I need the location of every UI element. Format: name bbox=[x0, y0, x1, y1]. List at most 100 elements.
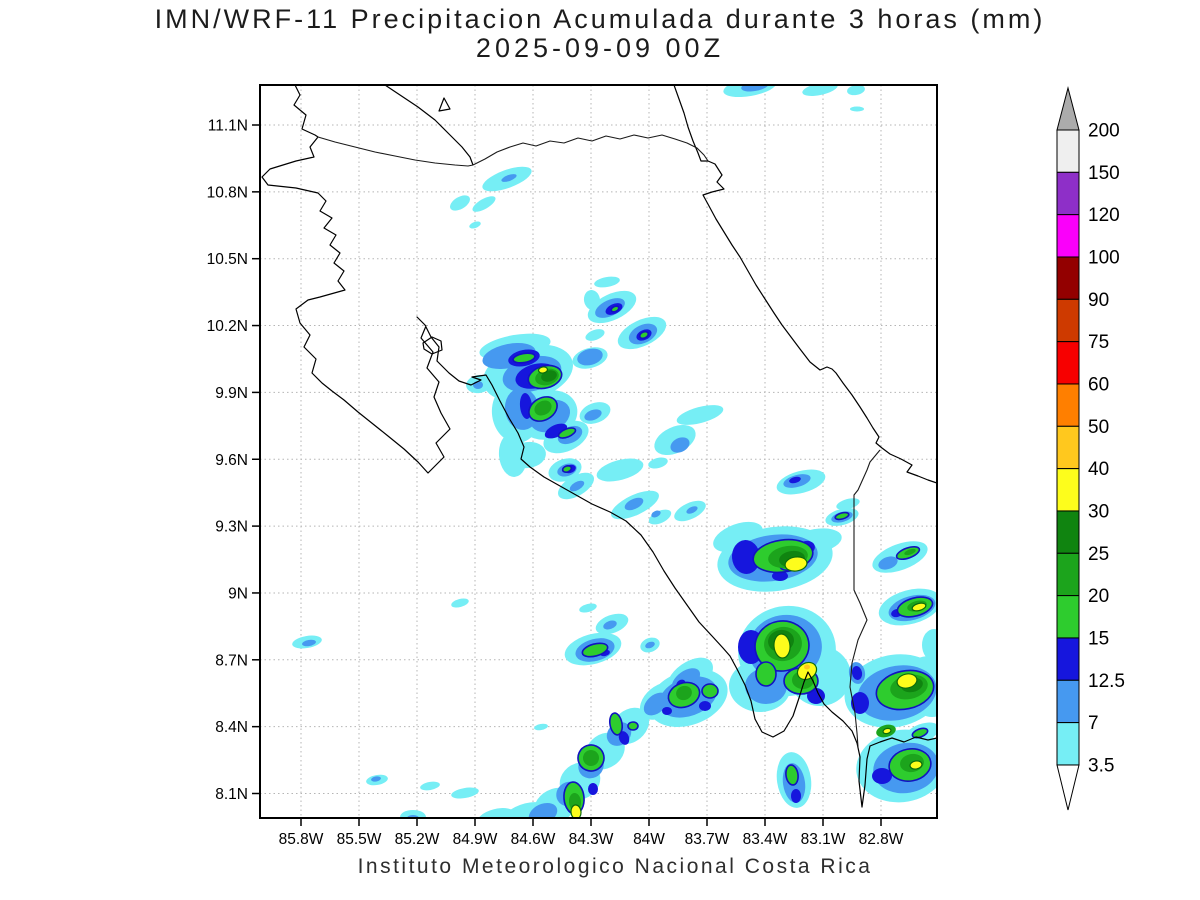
precip-cell bbox=[451, 598, 469, 608]
coastline-path bbox=[673, 85, 937, 484]
colorbar-segment bbox=[1056, 171, 1080, 216]
lon-tick-label: 83.1W bbox=[801, 831, 846, 848]
lat-tick-label: 10.5N bbox=[207, 251, 248, 268]
colorbar-segment bbox=[1056, 510, 1080, 554]
precip-cell bbox=[785, 764, 799, 786]
precip-cell bbox=[791, 789, 801, 803]
colorbar-tick-label: 120 bbox=[1088, 205, 1120, 226]
precip-cell bbox=[450, 195, 470, 211]
precip-cell bbox=[624, 497, 644, 511]
precip-cell bbox=[804, 664, 810, 670]
precip-cell bbox=[476, 808, 516, 818]
coastline-path bbox=[422, 336, 443, 355]
colorbar-tick-label: 200 bbox=[1088, 121, 1120, 142]
colorbar-segment bbox=[1056, 129, 1080, 173]
precip-cell bbox=[789, 476, 801, 484]
colorbar-tick-label: 7 bbox=[1088, 713, 1099, 734]
colorbar-tick-label: 100 bbox=[1088, 247, 1120, 268]
lon-tick-label: 83.7W bbox=[685, 831, 730, 848]
precip-cell bbox=[670, 437, 690, 453]
precip-cell bbox=[802, 85, 838, 96]
precip-cell bbox=[473, 381, 483, 389]
colorbar-tick-label: 15 bbox=[1088, 628, 1109, 649]
precip-cell bbox=[557, 427, 577, 439]
colorbar-segment bbox=[1056, 468, 1080, 512]
precip-cell bbox=[603, 620, 617, 630]
lat-tick-label: 8.7N bbox=[215, 652, 248, 669]
lat-tick-label: 8.1N bbox=[215, 786, 248, 803]
colorbar-segment bbox=[1056, 679, 1080, 724]
colorbar-segment bbox=[1056, 552, 1080, 597]
lat-tick-label: 9.3N bbox=[215, 519, 248, 536]
precip-cell bbox=[772, 571, 788, 581]
precip-cell bbox=[878, 556, 898, 570]
precip-cell bbox=[400, 810, 426, 818]
precip-cell bbox=[541, 370, 557, 382]
colorbar-tick-label: 40 bbox=[1088, 459, 1109, 480]
footer-credit: Instituto Meteorologico Nacional Costa R… bbox=[357, 855, 873, 878]
precipitation-field bbox=[292, 85, 937, 818]
lat-tick-label: 10.2N bbox=[207, 318, 248, 335]
colorbar-lower-arrow bbox=[1056, 764, 1080, 811]
precip-cell bbox=[911, 602, 927, 612]
precip-cell bbox=[469, 221, 481, 229]
lon-tick-label: 83.4W bbox=[743, 831, 788, 848]
coastline-path bbox=[384, 85, 474, 166]
precip-cell bbox=[847, 85, 865, 96]
precip-cell bbox=[585, 329, 605, 341]
precip-cell bbox=[904, 548, 916, 556]
lat-tick-label: 8.4N bbox=[215, 719, 248, 736]
lon-tick-label: 84.3W bbox=[569, 831, 614, 848]
colorbar-segment bbox=[1056, 637, 1080, 681]
precip-cell bbox=[618, 731, 630, 745]
colorbar-segment bbox=[1056, 298, 1080, 343]
country-border-path bbox=[317, 136, 474, 167]
colorbar-tick-label: 60 bbox=[1088, 374, 1109, 395]
precip-cell bbox=[662, 707, 672, 715]
precip-cell bbox=[648, 457, 668, 469]
colorbar-tick-label: 25 bbox=[1088, 544, 1109, 565]
precip-cell bbox=[851, 666, 863, 680]
precip-cell bbox=[584, 409, 602, 421]
colorbar-tick-label: 75 bbox=[1088, 332, 1109, 353]
lat-tick-label: 9N bbox=[228, 585, 248, 602]
precip-cell bbox=[512, 352, 536, 364]
precip-cell bbox=[645, 641, 655, 649]
precip-cell bbox=[302, 639, 316, 647]
precip-cell bbox=[651, 510, 661, 518]
map-frame bbox=[259, 84, 938, 819]
colorbar-segment bbox=[1056, 341, 1080, 385]
precip-cell bbox=[596, 458, 644, 482]
lat-tick-label: 11.1N bbox=[208, 118, 248, 135]
coastline-path bbox=[438, 97, 451, 112]
precip-cell bbox=[896, 673, 918, 689]
precip-cell bbox=[755, 661, 777, 687]
precip-cell bbox=[882, 727, 892, 735]
lat-tick-label: 9.6N bbox=[215, 452, 248, 469]
precip-cell bbox=[909, 760, 923, 770]
map-gridlines bbox=[260, 85, 937, 818]
colorbar-tick-label: 12.5 bbox=[1088, 671, 1125, 692]
colorbar-tick-label: 20 bbox=[1088, 586, 1109, 607]
colorbar-tick-label: 150 bbox=[1088, 163, 1120, 184]
precip-cell bbox=[701, 683, 719, 699]
precip-cell bbox=[537, 366, 549, 374]
colorbar-tick-label: 90 bbox=[1088, 290, 1109, 311]
precip-cell bbox=[911, 727, 929, 739]
lon-tick-label: 85.2W bbox=[395, 831, 440, 848]
coastline bbox=[261, 85, 937, 808]
precip-cell bbox=[851, 692, 869, 714]
lon-tick-label: 84W bbox=[633, 831, 665, 848]
lon-tick-label: 85.8W bbox=[279, 831, 324, 848]
precip-cell bbox=[610, 305, 620, 313]
precip-cell bbox=[627, 721, 639, 731]
colorbar: 200 150 120 100 90 75 60 50 40 30 25 20 15 12.5 7 3.5 bbox=[1056, 86, 1125, 811]
lon-tick-label: 82.8W bbox=[859, 831, 904, 848]
precip-cell bbox=[686, 506, 698, 514]
axis-ticks-and-labels: 85.8W 85.5W 85.2W 84.9W 84.6W 84.3W 84W 83.7W 83… bbox=[207, 118, 904, 849]
chart-subtitle: 2025-09-09 00Z bbox=[475, 33, 725, 63]
precip-cell bbox=[676, 405, 724, 425]
precip-cell bbox=[561, 465, 573, 473]
